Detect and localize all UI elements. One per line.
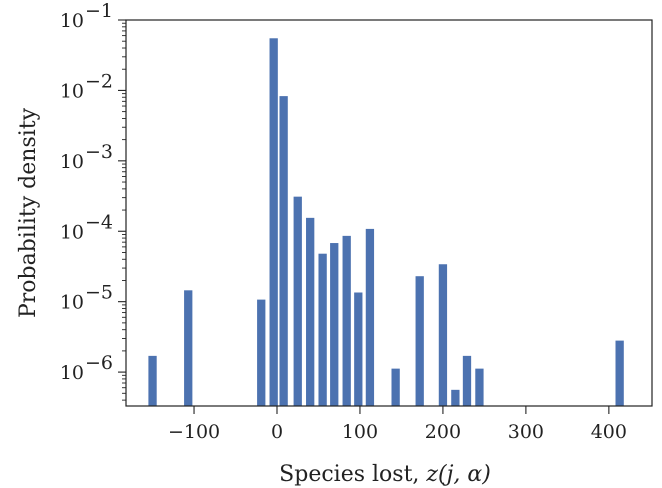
x-axis-title: Species lost, z(j, α) (279, 462, 491, 487)
y-tick-exponent: −1 (85, 0, 113, 22)
y-tick-exponent: −3 (85, 141, 113, 163)
x-axis-title-text: Species lost, (279, 462, 426, 487)
x-tick-label: 200 (425, 421, 461, 443)
bar-12 (391, 368, 400, 406)
y-tick-base: 10 (60, 80, 84, 102)
y-tick-base: 10 (60, 221, 84, 243)
bar-9 (342, 235, 351, 406)
bar-7 (318, 253, 327, 406)
y-tick-base: 10 (60, 362, 84, 384)
bar-16 (462, 355, 472, 406)
bar-18 (615, 340, 624, 406)
bar-17 (475, 368, 484, 406)
y-tick-label: 10 (60, 10, 84, 32)
bar-13 (415, 276, 424, 406)
bar-8 (330, 243, 339, 406)
y-tick-base: 10 (60, 151, 84, 173)
y-tick-exponent: −2 (85, 70, 113, 92)
bar-15 (451, 389, 460, 406)
x-tick-label: 0 (271, 421, 283, 443)
x-axis: −100 0 100 200 300 400 (168, 406, 627, 443)
y-axis-title: Probability density (16, 107, 41, 318)
y-tick-label: 10 (60, 292, 84, 314)
bar-3 (269, 38, 278, 406)
bar-0 (148, 355, 157, 406)
x-tick-label: 100 (342, 421, 378, 443)
bar-14 (438, 264, 448, 406)
bars-group (148, 38, 624, 407)
y-tick-exponent: −6 (85, 352, 113, 374)
y-tick-label: 10 (60, 221, 84, 243)
plot-frame (125, 19, 653, 407)
x-tick-label: −100 (168, 421, 220, 443)
y-axis: 10−610−510−410−310−210−1 (60, 0, 126, 401)
y-tick-base: 10 (60, 10, 84, 32)
y-tick-exponent: −5 (85, 282, 113, 304)
x-axis-title-math: z(j, α) (425, 462, 490, 487)
y-tick-label: 10 (60, 80, 84, 102)
x-tick-label: 400 (591, 421, 627, 443)
bar-4 (279, 96, 288, 407)
y-tick-label: 10 (60, 362, 84, 384)
x-tick-label: 300 (508, 421, 544, 443)
y-tick-base: 10 (60, 292, 84, 314)
bar-11 (365, 228, 375, 406)
bar-1 (184, 290, 193, 406)
bar-2 (257, 299, 266, 406)
bar-6 (306, 217, 315, 406)
y-tick-label: 10 (60, 151, 84, 173)
y-tick-exponent: −4 (85, 211, 113, 233)
bar-5 (293, 196, 302, 406)
bar-10 (354, 292, 363, 406)
